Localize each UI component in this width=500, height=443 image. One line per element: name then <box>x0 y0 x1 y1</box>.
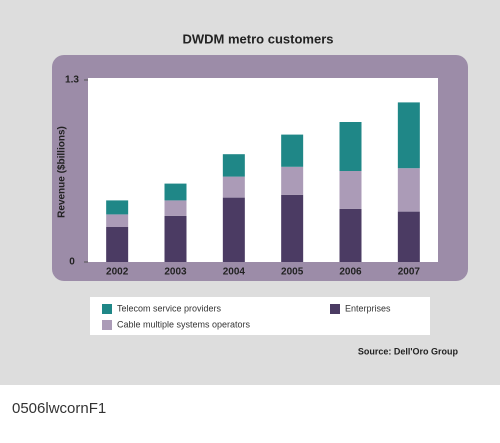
legend-label: Telecom service providers <box>117 303 222 313</box>
caption: 0506lwcornF1 <box>12 400 106 417</box>
bar-segment <box>397 168 420 212</box>
y-tick-label: 1.3 <box>65 75 79 86</box>
bar-segment <box>106 214 129 227</box>
bar-segment <box>339 171 362 209</box>
legend-label: Enterprises <box>345 303 391 313</box>
chart-title: DWDM metro customers <box>183 31 334 46</box>
bar-segment <box>339 208 362 262</box>
bar-segment <box>164 200 187 216</box>
bar-segment <box>222 197 245 262</box>
bar-segment <box>106 200 129 215</box>
legend-swatch <box>102 304 112 314</box>
legend-swatch <box>102 320 112 330</box>
bar-segment <box>106 227 129 262</box>
x-tick-label: 2006 <box>339 267 362 278</box>
x-tick-label: 2007 <box>398 267 421 278</box>
bar-segment <box>281 134 304 167</box>
bar-segment <box>164 215 187 262</box>
y-tick-label: 0 <box>69 257 75 268</box>
bar-segment <box>281 194 304 262</box>
y-axis-label: Revenue ($billions) <box>57 126 68 218</box>
x-tick-label: 2002 <box>106 267 129 278</box>
bar-segment <box>164 183 187 201</box>
source: Source: Dell'Oro Group <box>358 346 459 356</box>
bar-segment <box>397 211 420 262</box>
x-tick-label: 2005 <box>281 267 304 278</box>
x-tick-label: 2003 <box>164 267 187 278</box>
legend-label: Cable multiple systems operators <box>117 319 251 329</box>
x-tick-label: 2004 <box>223 267 246 278</box>
legend <box>90 297 430 335</box>
legend-swatch <box>330 304 340 314</box>
bar-segment <box>222 154 245 177</box>
bar-segment <box>281 166 304 195</box>
bar-segment <box>222 176 245 198</box>
plot-area <box>88 78 438 262</box>
bar-segment <box>397 102 420 169</box>
bar-segment <box>339 122 362 171</box>
